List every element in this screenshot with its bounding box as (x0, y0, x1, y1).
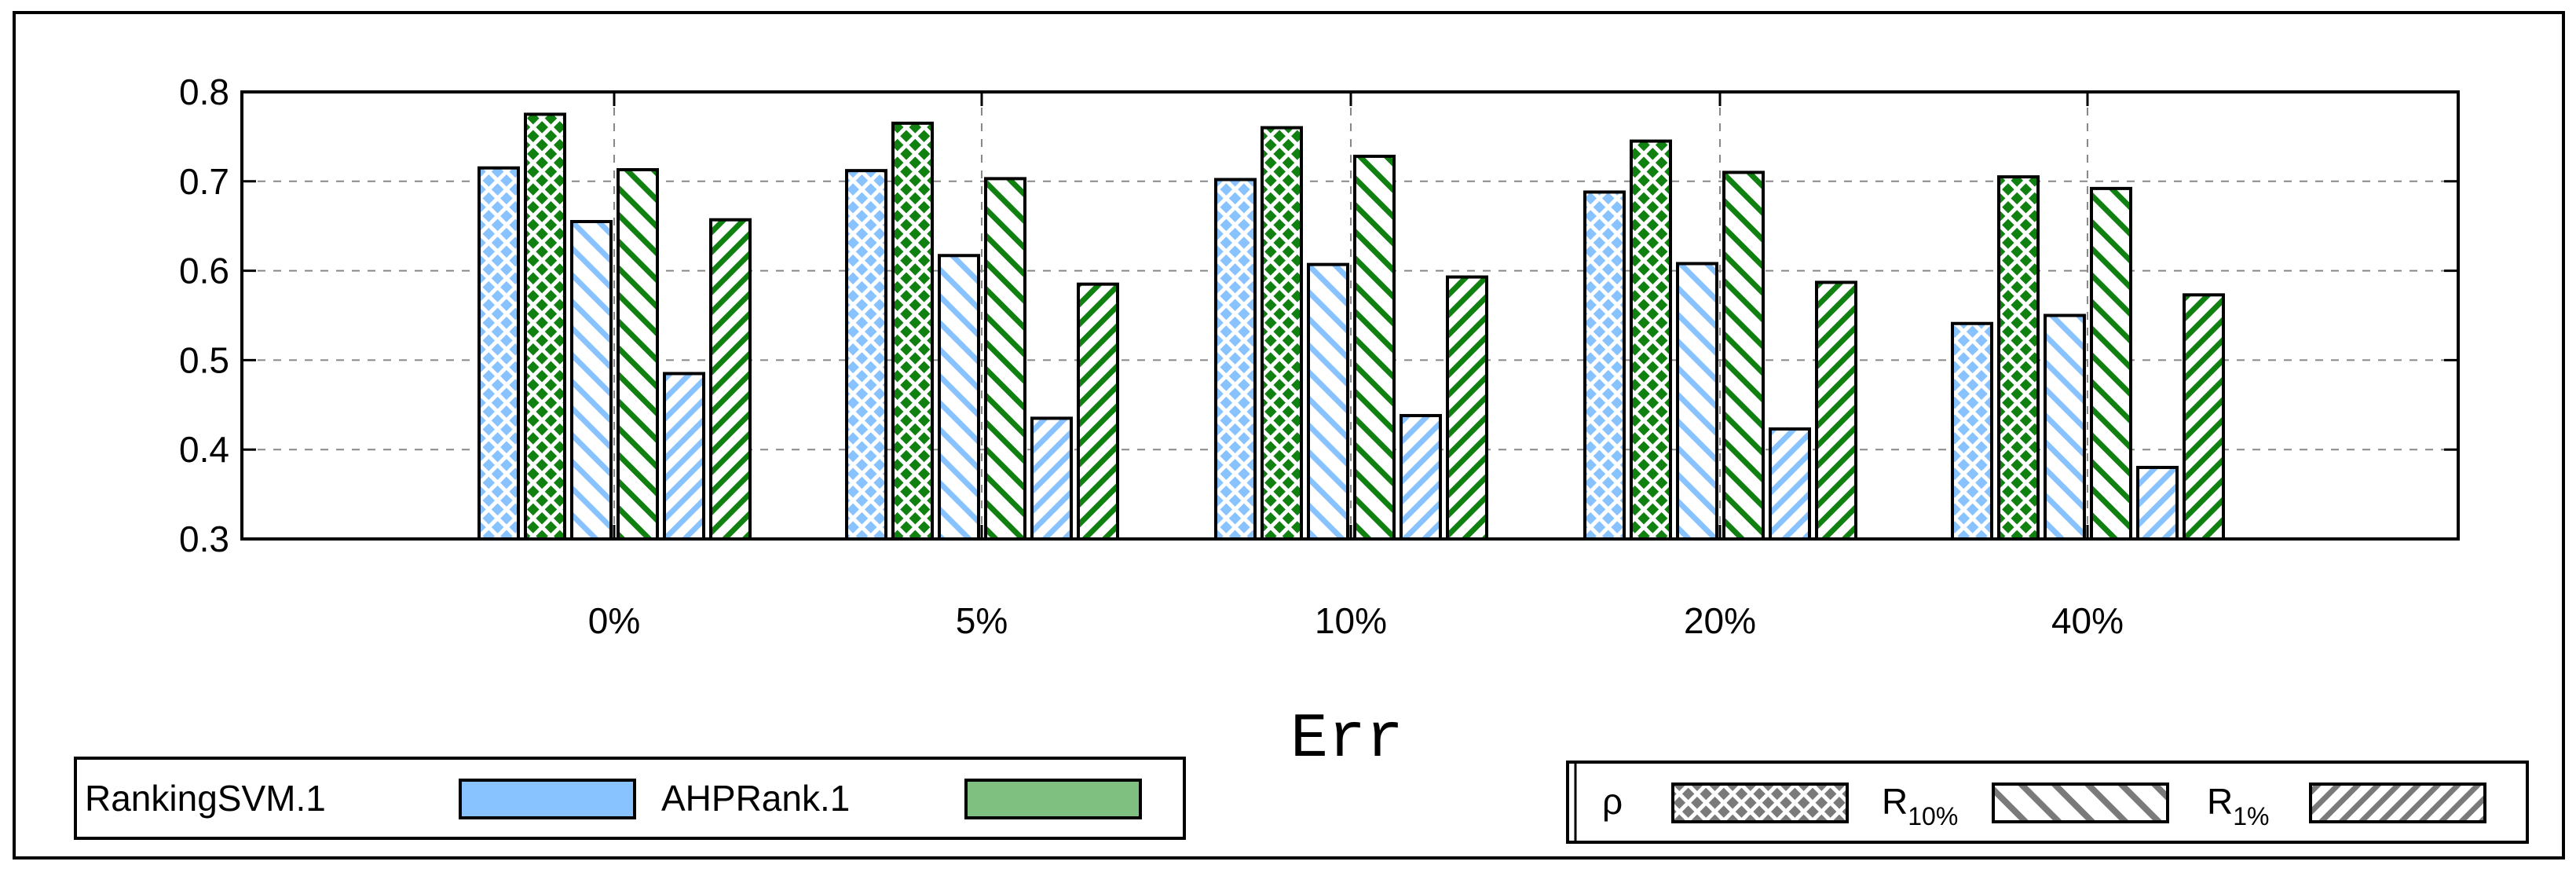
bar-rankingsvm1-R10-1 (938, 254, 980, 541)
x-tick-label: 20% (1684, 600, 1756, 641)
bar-rankingsvm1--2 (1214, 178, 1257, 541)
x-tick-label: 40% (2051, 600, 2124, 641)
legend-metric-subscript: 1% (2233, 802, 2269, 830)
legend-method-label: AHPRank.1 (661, 778, 850, 819)
x-tick-label: 0% (588, 600, 640, 641)
y-tick-label: 0.6 (179, 251, 229, 291)
bar-ahprank1-R1-3 (1815, 280, 1857, 541)
bar-rankingsvm1-R1-0 (663, 372, 705, 541)
bar-rankingsvm1-R1-2 (1400, 413, 1442, 541)
legend-metric-swatch (1992, 783, 2169, 823)
x-tick-label: 5% (956, 600, 1008, 641)
legend-metric-label: R1% (2207, 781, 2269, 830)
legend-metric-swatch (1671, 783, 1849, 823)
legend-methods: RankingSVM.1 AHPRank.1 (74, 757, 1186, 840)
legend-metric-label: R10% (1882, 781, 1958, 830)
bar-rankingsvm1--1 (845, 169, 887, 541)
bar-ahprank1-R1-0 (709, 218, 752, 541)
bar-rankingsvm1--0 (478, 166, 520, 541)
y-tick-label: 0.3 (179, 519, 229, 559)
bar-ahprank1-R10-2 (1353, 154, 1396, 541)
bar-rankingsvm1-R1-1 (1030, 416, 1073, 541)
bar-rankingsvm1-R10-0 (570, 220, 613, 541)
bar-ahprank1--0 (524, 112, 566, 541)
y-tick-label: 0.7 (179, 161, 229, 202)
bar-ahprank1--4 (1997, 175, 2040, 541)
bar-ahprank1-R10-4 (2090, 186, 2132, 541)
bars (478, 112, 2225, 541)
legend-metric-subscript: 10% (1908, 802, 1958, 830)
bar-ahprank1-R10-0 (617, 168, 659, 541)
legend-metric-name: R (2207, 781, 2233, 822)
y-tick-label: 0.5 (179, 339, 229, 380)
bar-rankingsvm1--3 (1583, 190, 1626, 541)
legend-metric-label: ρ (1602, 781, 1623, 822)
legend-method-swatch (459, 779, 636, 819)
legend-metrics: ρ R10% R1% (1566, 761, 2529, 844)
legend-method-swatch (964, 779, 1142, 819)
bar-ahprank1-R1-1 (1077, 282, 1119, 541)
bar-rankingsvm1-R1-3 (1769, 427, 1811, 541)
bar-ahprank1-R10-1 (984, 177, 1026, 541)
bar-rankingsvm1-R10-2 (1307, 262, 1349, 541)
bar-rankingsvm1-R10-4 (2044, 313, 2086, 541)
legend-metric-name: ρ (1602, 781, 1623, 822)
legend-method-label: RankingSVM.1 (85, 778, 326, 819)
bar-ahprank1--2 (1261, 126, 1303, 541)
y-tick-label: 0.8 (179, 71, 229, 112)
x-axis-label: Err (1290, 704, 1403, 775)
bar-ahprank1-R10-3 (1722, 170, 1765, 541)
bar-rankingsvm1--4 (1951, 321, 1993, 541)
grid-lines (242, 92, 2458, 539)
legend-metric-swatch (2309, 783, 2486, 823)
legend-metric-name: R (1882, 781, 1908, 822)
axes: 0.3 0.4 0.5 0.6 0.7 0.8 0% 5% 10% 20% 40% (179, 71, 2460, 641)
x-tick-label: 10% (1315, 600, 1387, 641)
bar-ahprank1-R1-2 (1446, 275, 1488, 541)
y-tick-label: 0.4 (179, 429, 229, 470)
bar-ahprank1--1 (891, 121, 934, 541)
bar-rankingsvm1-R10-3 (1676, 262, 1718, 541)
plot-border (240, 90, 2460, 541)
bar-ahprank1-R1-4 (2183, 293, 2225, 541)
bar-rankingsvm1-R1-4 (2136, 465, 2179, 541)
bar-ahprank1--3 (1630, 139, 1672, 541)
